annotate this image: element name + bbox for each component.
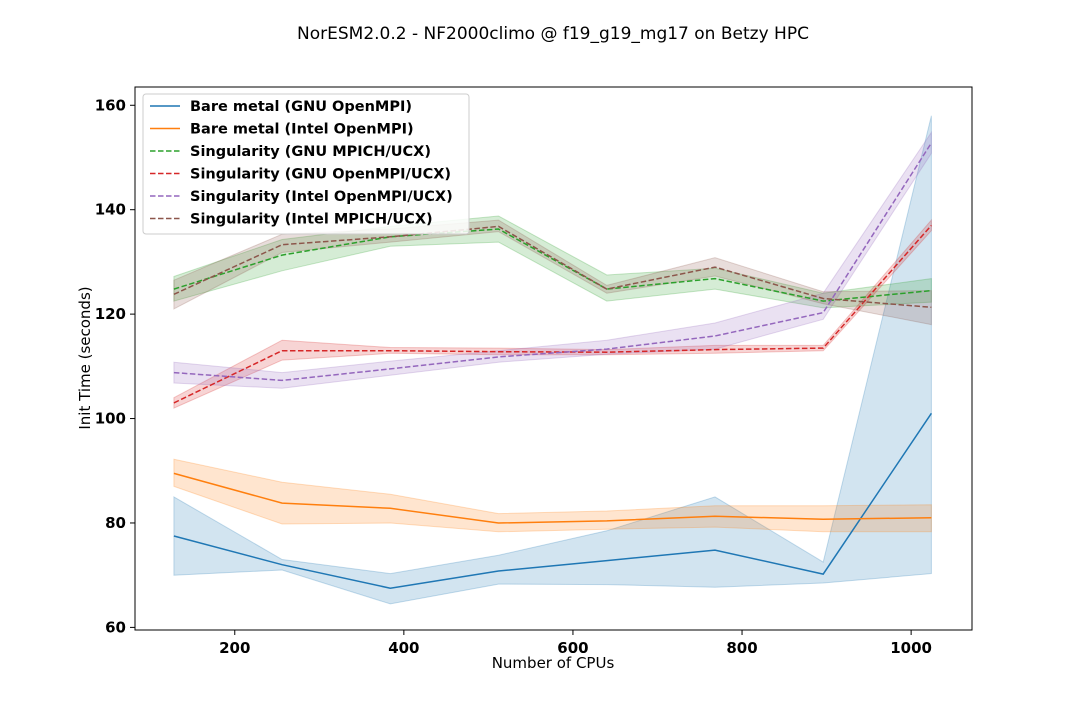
y-tick-label-1: 80 xyxy=(105,514,126,532)
line-series-2 xyxy=(173,228,932,302)
y-tick-label-5: 160 xyxy=(95,96,126,114)
band-series-1 xyxy=(173,458,932,533)
x-tick-label-4: 1000 xyxy=(890,639,932,657)
line-series-1 xyxy=(173,472,932,524)
line-series-3 xyxy=(173,224,932,404)
legend-label-0: Bare metal (GNU OpenMPI) xyxy=(190,99,412,115)
x-tick-label-1: 400 xyxy=(388,639,419,657)
y-tick-label-4: 140 xyxy=(95,201,126,219)
x-axis-ticks: 200 400 600 800 1000 xyxy=(219,630,932,657)
legend-box xyxy=(142,93,470,235)
legend-label-3: Singularity (GNU OpenMPI/UCX) xyxy=(190,167,451,183)
line-series-4 xyxy=(173,142,933,382)
y-axis-label: Init Time (seconds) xyxy=(76,286,94,429)
series-lines xyxy=(173,142,933,589)
y-tick-label-2: 100 xyxy=(95,410,126,428)
x-tick-label-3: 800 xyxy=(726,639,757,657)
line-series-5 xyxy=(173,225,932,309)
legend-label-4: Singularity (Intel OpenMPI/UCX) xyxy=(190,189,453,205)
legend: Bare metal (GNU OpenMPI) Bare metal (Inte… xyxy=(142,93,470,235)
x-tick-label-0: 200 xyxy=(219,639,250,657)
band-series-0 xyxy=(173,115,932,605)
legend-label-5: Singularity (Intel MPICH/UCX) xyxy=(190,212,433,228)
line-series-0 xyxy=(173,412,933,589)
y-tick-label-0: 60 xyxy=(105,618,126,636)
y-tick-label-3: 120 xyxy=(95,305,126,323)
x-axis-label: Number of CPUs xyxy=(492,654,615,672)
legend-label-1: Bare metal (Intel OpenMPI) xyxy=(190,122,414,138)
band-series-3 xyxy=(173,218,932,409)
legend-label-2: Singularity (GNU MPICH/UCX) xyxy=(190,144,431,160)
x-tick-label-2: 600 xyxy=(557,639,588,657)
band-series-4 xyxy=(173,130,932,389)
y-axis-ticks: 60 80 100 120 140 160 xyxy=(95,96,135,636)
chart-title: NorESM2.0.2 - NF2000climo @ f19_g19_mg17… xyxy=(297,24,809,44)
plot-frame xyxy=(134,86,973,631)
